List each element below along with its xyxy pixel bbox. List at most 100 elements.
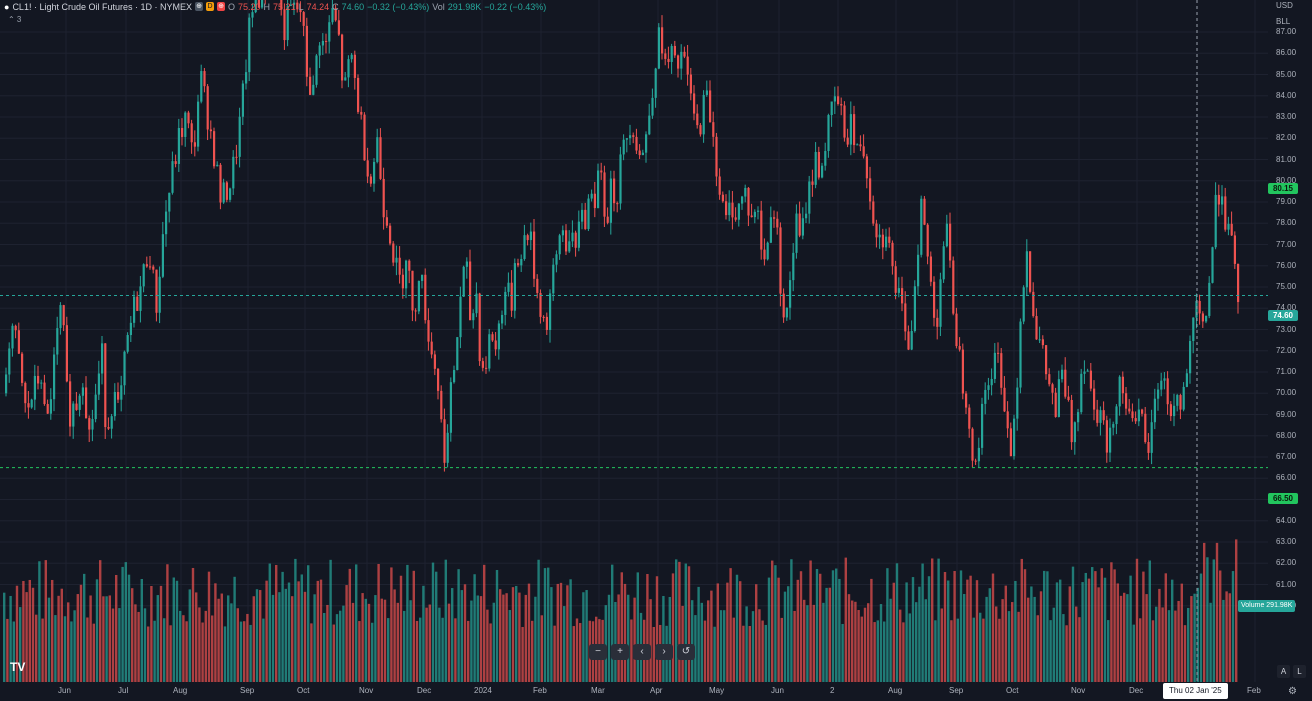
eye-icon[interactable]: ⊕ <box>195 2 203 11</box>
candle-body <box>590 193 593 199</box>
price-tick-label: 69.00 <box>1276 409 1297 419</box>
currency-label[interactable]: USD <box>1276 1 1293 10</box>
symbol-status-icon: ● <box>4 1 10 12</box>
candle-body <box>193 142 196 147</box>
log-scale-button[interactable]: L <box>1293 665 1306 678</box>
volume-bar <box>723 610 726 682</box>
zoom-out-button[interactable]: − <box>589 644 607 660</box>
candle-body <box>357 77 360 112</box>
candle-body <box>117 392 120 400</box>
volume-bar <box>1155 606 1158 682</box>
unit-label[interactable]: BLL <box>1276 17 1291 26</box>
candle-body <box>645 134 648 153</box>
volume-bar <box>684 563 687 682</box>
volume-bar <box>950 620 953 682</box>
volume-bar <box>1078 617 1081 682</box>
candle-body <box>520 259 523 266</box>
candle-body <box>328 22 331 42</box>
volume-bar <box>217 598 220 682</box>
candle-body <box>926 224 929 257</box>
candle-body <box>750 215 753 218</box>
change-value: −0.32 (−0.43%) <box>367 1 430 12</box>
candle-body <box>113 392 116 417</box>
volume-bar <box>60 588 63 682</box>
indicators-toggle[interactable]: ⌃ 3 <box>8 15 22 24</box>
candle-body <box>1073 422 1076 443</box>
candle-body <box>635 136 638 151</box>
scroll-right-button[interactable]: › <box>655 644 673 660</box>
candle-body <box>1093 388 1096 410</box>
candle-body <box>1134 418 1137 422</box>
volume-bar <box>1167 610 1171 682</box>
volume-bar <box>863 607 867 682</box>
close-label: C <box>332 1 339 12</box>
candle-body <box>315 55 318 85</box>
volume-bar <box>92 623 95 682</box>
volume-bar <box>227 595 230 682</box>
volume-bar <box>1011 602 1014 682</box>
symbol-title[interactable]: CL1! · Light Crude Oil Futures · 1D · NY… <box>12 1 192 12</box>
volume-bar <box>1020 558 1023 682</box>
volume-bar <box>739 581 742 682</box>
volume-bar <box>358 621 361 682</box>
volume-bar <box>111 608 115 682</box>
volume-bar <box>476 595 479 682</box>
volume-bar <box>1059 579 1062 682</box>
open-label: O <box>228 1 236 12</box>
candle-body <box>133 296 136 323</box>
candle-body <box>1048 374 1051 385</box>
candle-body <box>1237 263 1240 303</box>
candle-body <box>865 156 868 179</box>
volume-bar <box>892 582 895 682</box>
candle-body <box>629 135 632 139</box>
volume-bar <box>1225 591 1228 682</box>
volume-bar <box>620 572 623 682</box>
candle-body <box>789 280 792 308</box>
candle-body <box>846 137 849 145</box>
volume-bar <box>521 626 524 682</box>
volume-bar <box>335 614 339 682</box>
volume-bar <box>1100 568 1103 682</box>
price-tick-label: 87.00 <box>1276 27 1297 36</box>
volume-bar <box>873 622 876 682</box>
volume-bar <box>1212 559 1215 682</box>
close-value: 74.60 <box>341 1 365 12</box>
volume-bar <box>668 596 671 682</box>
volume-bar <box>1174 610 1177 682</box>
open-value: 75.20 <box>238 1 261 12</box>
price-chart[interactable] <box>0 0 1268 682</box>
volume-bar <box>489 623 492 682</box>
volume-bar <box>825 587 828 682</box>
candle-body <box>225 182 228 200</box>
volume-bar <box>1183 625 1187 682</box>
volume-bar <box>329 559 332 682</box>
time-axis[interactable]: Jun Jul Aug Sep Oct Nov Dec 2024 Feb Mar Apr May Jun… <box>0 682 1312 701</box>
volume-bar <box>278 592 281 682</box>
candle-body <box>625 138 628 140</box>
candle-body <box>369 176 372 184</box>
volume-bar <box>492 602 495 682</box>
candle-body <box>478 293 481 362</box>
volume-bar <box>1129 575 1132 682</box>
candle-body <box>827 115 830 152</box>
volume-bar <box>1049 620 1052 682</box>
candle-body <box>389 225 392 244</box>
candle-body <box>824 151 827 166</box>
volume-bar <box>403 610 406 682</box>
scroll-left-button[interactable]: ‹ <box>633 644 651 660</box>
price-scale[interactable]: USD BLL 87.00 86.00 85.00 84.00 83.00 82.00 81… <box>1268 0 1312 682</box>
candle-body <box>1230 223 1233 236</box>
reset-button[interactable]: ↺ <box>677 644 695 660</box>
auto-scale-button[interactable]: A <box>1277 665 1290 678</box>
vol-label: Vol <box>432 1 445 12</box>
candle-body <box>1038 339 1041 341</box>
gear-icon[interactable]: ⚙ <box>1288 686 1297 697</box>
volume-bar <box>1206 557 1209 682</box>
alert-icon[interactable]: ⊕ <box>217 2 225 11</box>
volume-bar <box>246 613 249 682</box>
candle-body <box>78 395 81 410</box>
delay-badge[interactable]: D <box>206 2 214 11</box>
zoom-in-button[interactable]: + <box>611 644 629 660</box>
volume-bar <box>649 599 652 682</box>
candle-body <box>1153 398 1156 423</box>
